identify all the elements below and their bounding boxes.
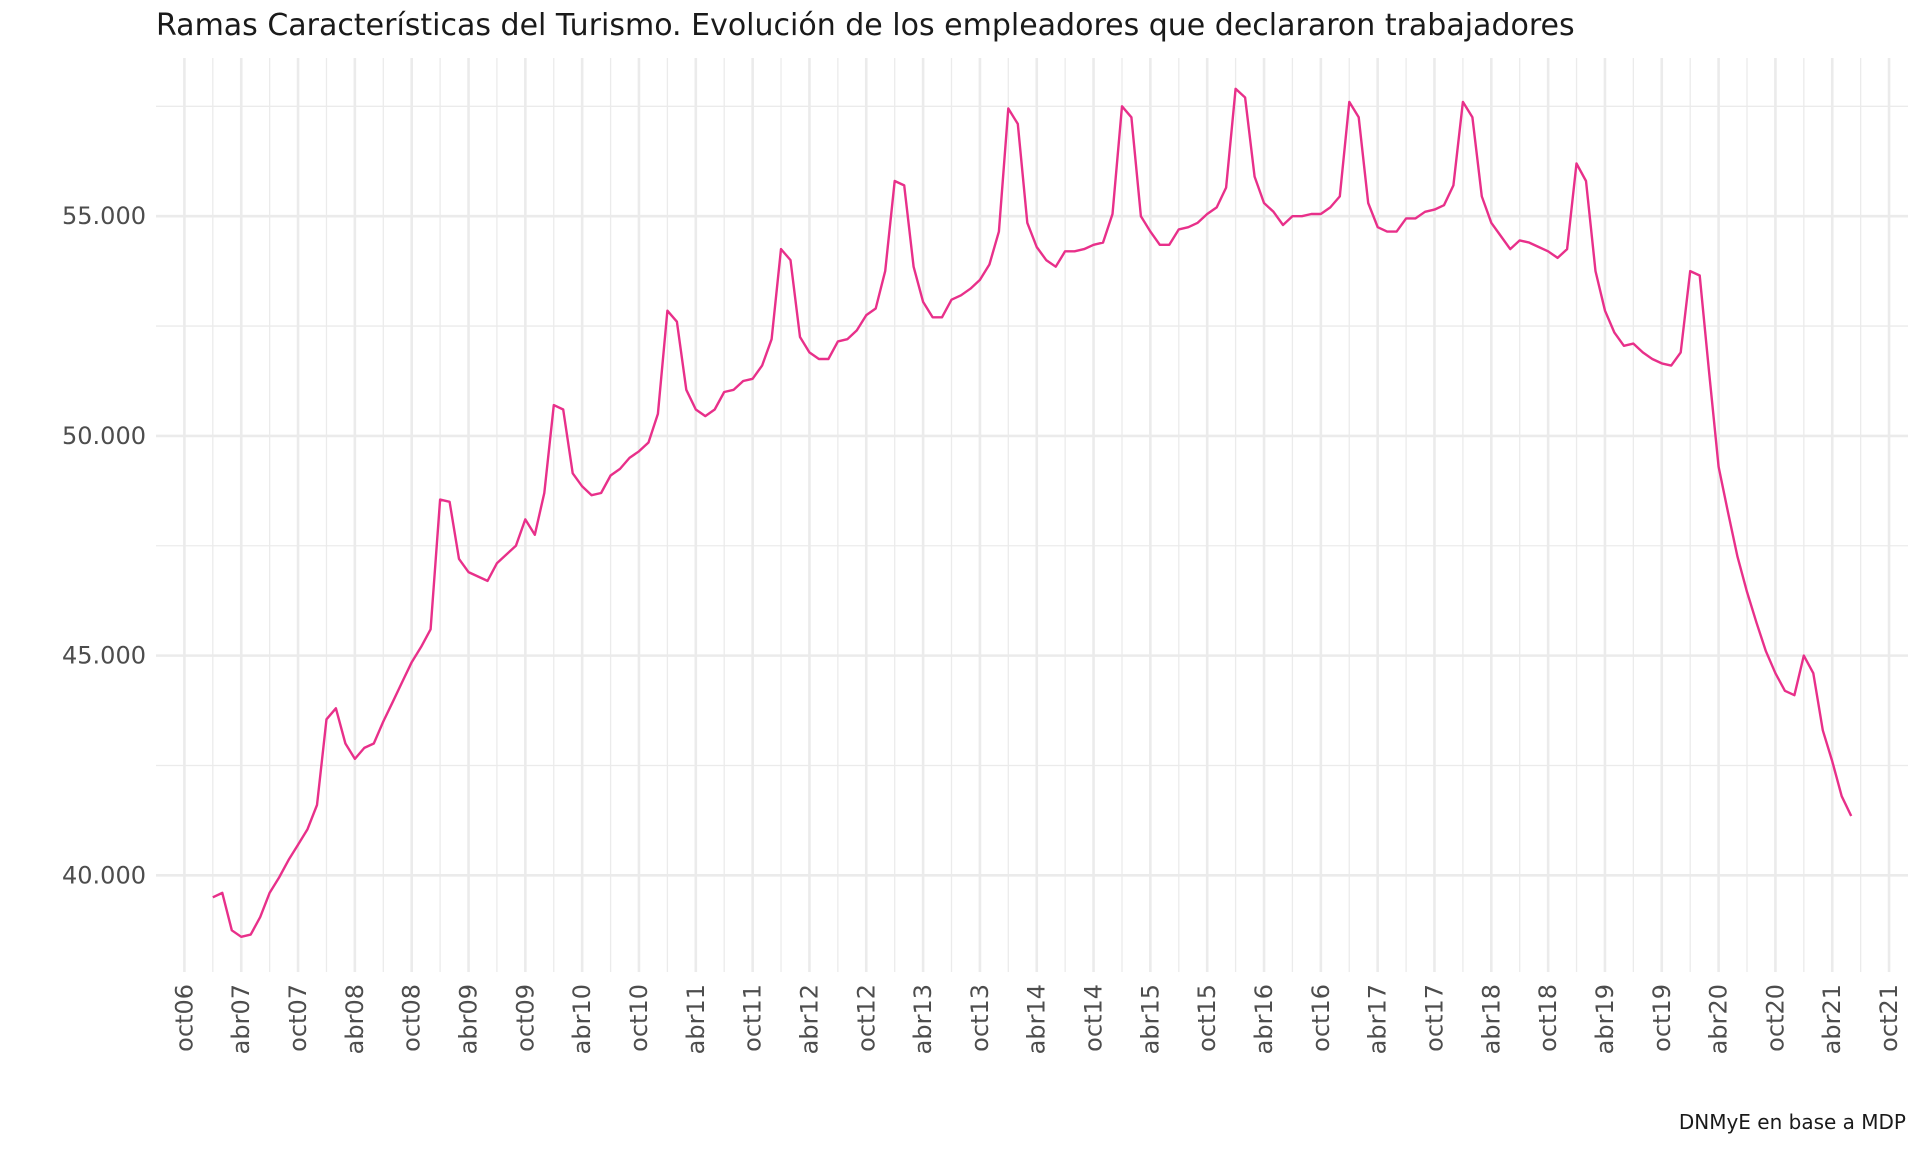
x-tick-label: abr15 xyxy=(1136,984,1164,1054)
x-tick-label: abr17 xyxy=(1364,984,1392,1054)
x-tick-label: abr11 xyxy=(682,984,710,1054)
y-tick-label: 50.000 xyxy=(62,422,146,450)
x-tick-label: abr09 xyxy=(455,984,483,1054)
x-tick-label: oct20 xyxy=(1761,984,1789,1052)
y-axis: 40.000 45.000 50.000 55.000 xyxy=(62,202,146,889)
grid-minor xyxy=(156,58,1908,972)
x-axis: oct06 abr07 oct07 abr08 oct08 abr09 oct09 abr10… xyxy=(170,984,1903,1054)
x-tick-label: abr19 xyxy=(1591,984,1619,1054)
x-tick-label: oct21 xyxy=(1875,984,1903,1052)
x-tick-label: abr13 xyxy=(909,984,937,1054)
x-tick-label: abr10 xyxy=(568,984,596,1054)
y-tick-label: 45.000 xyxy=(62,642,146,670)
chart-title: Ramas Características del Turismo. Evolu… xyxy=(156,8,1575,43)
series-group xyxy=(212,87,1853,938)
y-tick-label: 40.000 xyxy=(62,861,146,889)
x-tick-label: oct18 xyxy=(1534,984,1562,1052)
x-tick-label: oct06 xyxy=(170,984,198,1052)
x-tick-label: oct07 xyxy=(284,984,312,1052)
x-tick-label: oct14 xyxy=(1080,984,1108,1052)
x-tick-label: oct13 xyxy=(966,984,994,1052)
x-tick-label: oct17 xyxy=(1420,984,1448,1052)
y-tick-label: 55.000 xyxy=(62,202,146,230)
x-tick-label: oct08 xyxy=(398,984,426,1052)
x-tick-label: oct10 xyxy=(625,984,653,1052)
x-tick-label: oct11 xyxy=(739,984,767,1052)
x-tick-label: oct19 xyxy=(1648,984,1676,1052)
series-line xyxy=(212,87,1853,938)
x-tick-label: abr16 xyxy=(1250,984,1278,1054)
x-tick-label: abr21 xyxy=(1818,984,1846,1054)
x-tick-label: abr07 xyxy=(227,984,255,1054)
x-tick-label: abr12 xyxy=(795,984,823,1054)
x-tick-label: abr20 xyxy=(1705,984,1733,1054)
x-tick-label: abr08 xyxy=(341,984,369,1054)
x-tick-label: oct16 xyxy=(1307,984,1335,1052)
chart-caption: DNMyE en base a MDP xyxy=(1678,1110,1906,1134)
grid-major xyxy=(156,58,1908,972)
x-tick-label: abr18 xyxy=(1477,984,1505,1054)
x-tick-label: oct09 xyxy=(511,984,539,1052)
x-tick-label: oct12 xyxy=(852,984,880,1052)
x-tick-label: abr14 xyxy=(1023,984,1051,1054)
x-tick-label: oct15 xyxy=(1193,984,1221,1052)
